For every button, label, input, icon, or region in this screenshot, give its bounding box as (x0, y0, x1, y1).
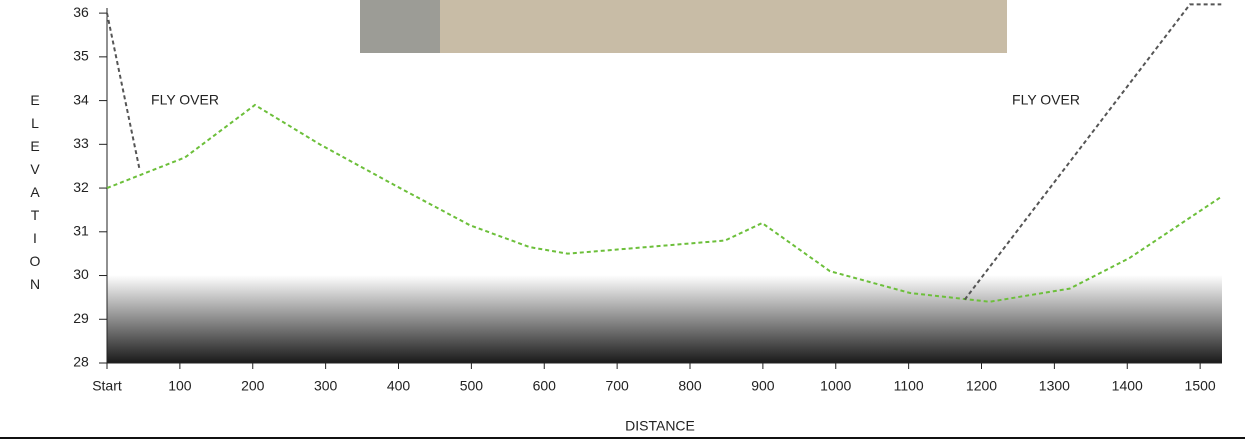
y-tick-label: 36 (73, 4, 89, 20)
x-tick-label: 600 (533, 378, 557, 394)
profile-line (106, 103, 1222, 303)
x-tick-label: 500 (460, 378, 484, 394)
profile-line (106, 3, 1222, 301)
x-tick-label: 1100 (894, 378, 924, 394)
y-tick-label: 33 (73, 135, 89, 151)
x-tick-label: 200 (241, 378, 265, 394)
x-tick-label: 400 (387, 378, 411, 394)
y-tick-label: 34 (73, 91, 89, 107)
x-tick-label: 700 (605, 378, 629, 394)
x-tick-label: 300 (314, 378, 338, 394)
x-tick-label: 1500 (1185, 378, 1216, 394)
x-tick-label: 900 (751, 378, 775, 394)
x-tick-label: Start (92, 378, 122, 394)
aerial-image (360, 0, 1007, 53)
aerial-image-buildings (360, 0, 440, 53)
y-tick-label: 31 (73, 222, 89, 238)
ground-gradient (107, 275, 1222, 363)
x-tick-label: 800 (678, 378, 702, 394)
annotation: FLY OVER (151, 92, 219, 108)
y-tick-label: 35 (73, 48, 89, 64)
x-tick-label: 1200 (966, 378, 997, 394)
y-tick-label: 29 (73, 310, 89, 326)
y-tick-label: 28 (73, 354, 89, 370)
annotation: FLY OVER (1012, 92, 1080, 108)
x-tick-label: 100 (168, 378, 192, 394)
x-tick-label: 1400 (1112, 378, 1143, 394)
x-axis-title: DISTANCE (625, 418, 695, 434)
y-tick-label: 30 (73, 266, 89, 282)
x-tick-label: 1000 (820, 378, 851, 394)
x-tick-label: 1300 (1039, 378, 1070, 394)
y-tick-label: 32 (73, 179, 89, 195)
